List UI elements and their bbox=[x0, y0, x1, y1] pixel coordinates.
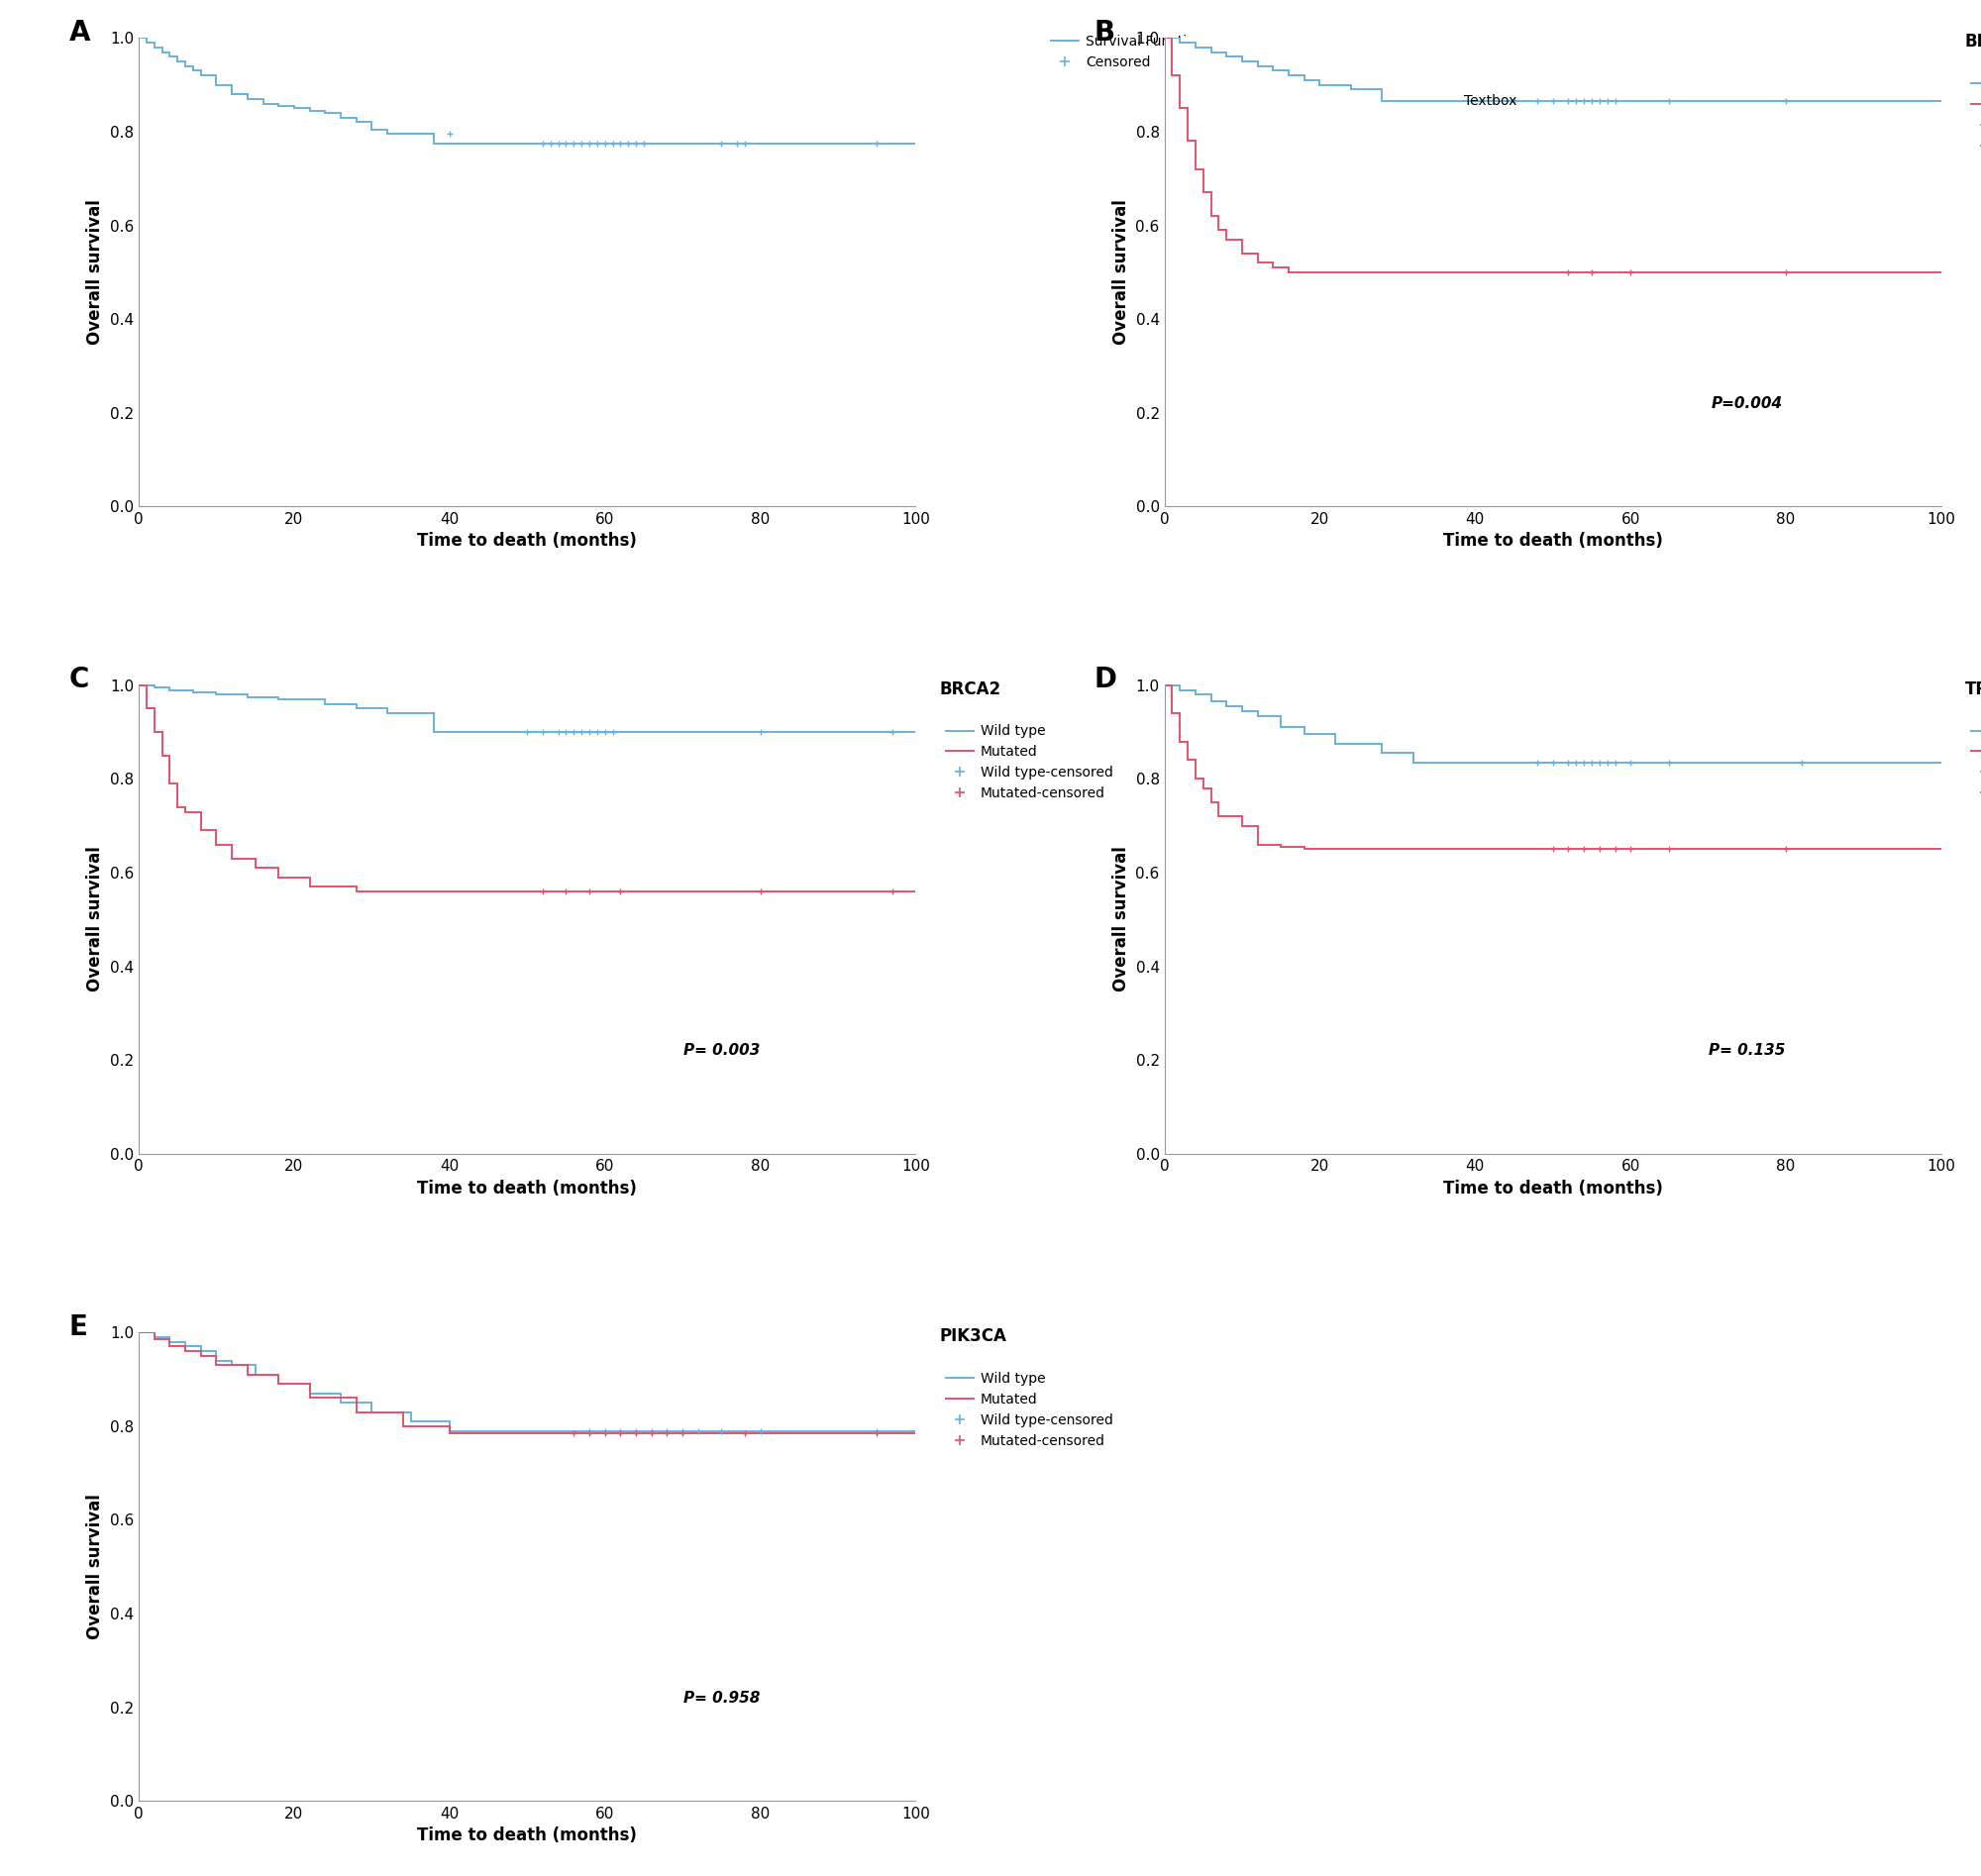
Text: TP53: TP53 bbox=[1965, 679, 1981, 698]
Text: P= 0.135: P= 0.135 bbox=[1710, 1043, 1785, 1058]
X-axis label: Time to death (months): Time to death (months) bbox=[418, 1180, 638, 1197]
X-axis label: Time to death (months): Time to death (months) bbox=[418, 1827, 638, 1844]
Text: D: D bbox=[1094, 666, 1117, 694]
X-axis label: Time to death (months): Time to death (months) bbox=[418, 533, 638, 550]
Text: A: A bbox=[69, 19, 89, 47]
Text: P= 0.958: P= 0.958 bbox=[683, 1690, 761, 1705]
Text: B: B bbox=[1094, 19, 1115, 47]
Text: PIK3CA: PIK3CA bbox=[939, 1328, 1006, 1345]
Text: E: E bbox=[69, 1313, 87, 1341]
Y-axis label: Overall survival: Overall survival bbox=[1111, 846, 1129, 992]
Text: P= 0.003: P= 0.003 bbox=[683, 1043, 761, 1058]
Legend: Survival Function, Censored: Survival Function, Censored bbox=[1052, 36, 1204, 69]
Text: P=0.004: P=0.004 bbox=[1712, 396, 1783, 411]
Legend: Wild type, Mutated, Wild type-censored, Mutated-censored: Wild type, Mutated, Wild type-censored, … bbox=[945, 1371, 1113, 1448]
Text: BRCA2: BRCA2 bbox=[939, 679, 1000, 698]
Legend: Wild type, Mutated, Wild type-censored, Mutated-censored: Wild type, Mutated, Wild type-censored, … bbox=[945, 724, 1113, 801]
Text: BRCA1: BRCA1 bbox=[1965, 34, 1981, 51]
X-axis label: Time to death (months): Time to death (months) bbox=[1442, 1180, 1662, 1197]
X-axis label: Time to death (months): Time to death (months) bbox=[1442, 533, 1662, 550]
Y-axis label: Overall survival: Overall survival bbox=[1111, 199, 1129, 345]
Text: C: C bbox=[69, 666, 89, 694]
Text: Textbox: Textbox bbox=[1464, 94, 1517, 107]
Legend: Wild type, Mutated, Wild type-censored, Mutated-censored: Wild type, Mutated, Wild type-censored, … bbox=[1971, 77, 1981, 154]
Legend: Wild type, Mutated, Wild type-censored, Mutated-censored: Wild type, Mutated, Wild type-censored, … bbox=[1971, 724, 1981, 801]
Y-axis label: Overall survival: Overall survival bbox=[87, 1493, 105, 1640]
Y-axis label: Overall survival: Overall survival bbox=[87, 199, 105, 345]
Y-axis label: Overall survival: Overall survival bbox=[87, 846, 105, 992]
